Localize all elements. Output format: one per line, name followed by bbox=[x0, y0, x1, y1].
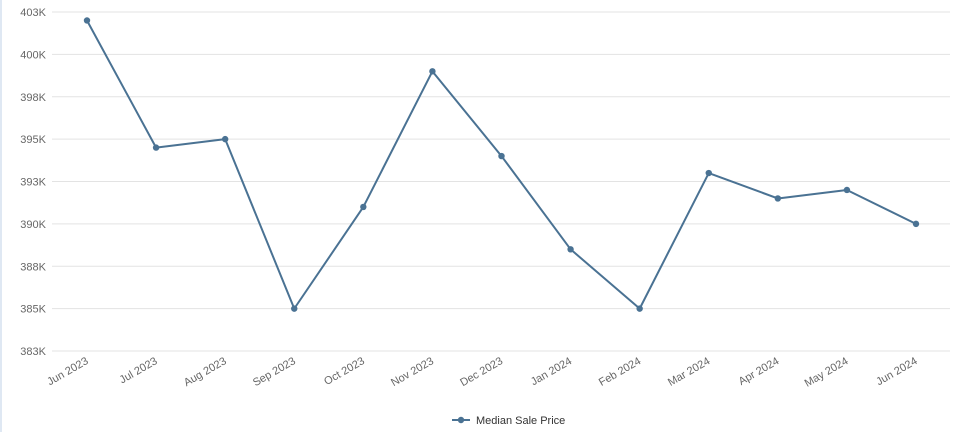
x-tick-label: Jul 2023 bbox=[118, 355, 160, 386]
x-tick-label: Mar 2024 bbox=[666, 355, 712, 389]
data-point bbox=[705, 169, 712, 177]
y-tick-label: 395K bbox=[20, 134, 46, 146]
data-point bbox=[912, 220, 920, 228]
x-tick-label: Aug 2023 bbox=[182, 355, 229, 389]
legend-marker-icon bbox=[457, 416, 465, 424]
y-tick-label: 403K bbox=[20, 7, 46, 19]
data-point bbox=[498, 152, 505, 160]
series-group bbox=[83, 17, 920, 312]
data-point bbox=[360, 203, 367, 211]
data-point bbox=[83, 17, 91, 24]
y-tick-label: 400K bbox=[20, 49, 46, 61]
x-tick-label: Dec 2023 bbox=[458, 355, 505, 389]
legend-label: Median Sale Price bbox=[476, 415, 565, 427]
x-tick-label: Sep 2023 bbox=[251, 355, 298, 389]
x-tick-label: Jan 2024 bbox=[529, 355, 574, 388]
grid-lines bbox=[52, 11, 950, 352]
x-tick-label: Jun 2023 bbox=[45, 355, 90, 388]
x-tick-label: Jun 2024 bbox=[874, 355, 919, 388]
y-tick-label: 385K bbox=[20, 304, 46, 316]
x-tick-label: Oct 2023 bbox=[322, 355, 367, 388]
data-point bbox=[291, 305, 298, 312]
left-edge-strip bbox=[0, 0, 2, 432]
y-tick-label: 390K bbox=[20, 219, 46, 231]
y-axis-labels: 383K 385K 388K 390K 393K 395K 398K 400K 403K bbox=[20, 7, 46, 358]
data-point bbox=[843, 186, 851, 194]
y-tick-label: 398K bbox=[20, 92, 46, 104]
x-axis-labels: Jun 2023 Jul 2023 Aug 2023 Sep 2023 Oct 2023… bbox=[45, 355, 919, 390]
data-point bbox=[636, 305, 643, 312]
x-tick-label: Apr 2024 bbox=[737, 355, 782, 388]
series-line bbox=[86, 19, 917, 310]
data-point bbox=[774, 195, 782, 202]
data-point bbox=[152, 144, 160, 151]
x-tick-label: Feb 2024 bbox=[597, 355, 643, 389]
x-tick-label: Nov 2023 bbox=[389, 355, 436, 389]
data-point bbox=[221, 135, 229, 143]
y-tick-label: 388K bbox=[20, 261, 46, 273]
legend[interactable]: Median Sale Price bbox=[452, 415, 565, 427]
y-tick-label: 393K bbox=[20, 177, 46, 189]
data-point bbox=[429, 68, 436, 75]
data-point bbox=[567, 246, 574, 253]
x-tick-label: May 2024 bbox=[803, 355, 851, 390]
y-tick-label: 383K bbox=[20, 346, 46, 358]
